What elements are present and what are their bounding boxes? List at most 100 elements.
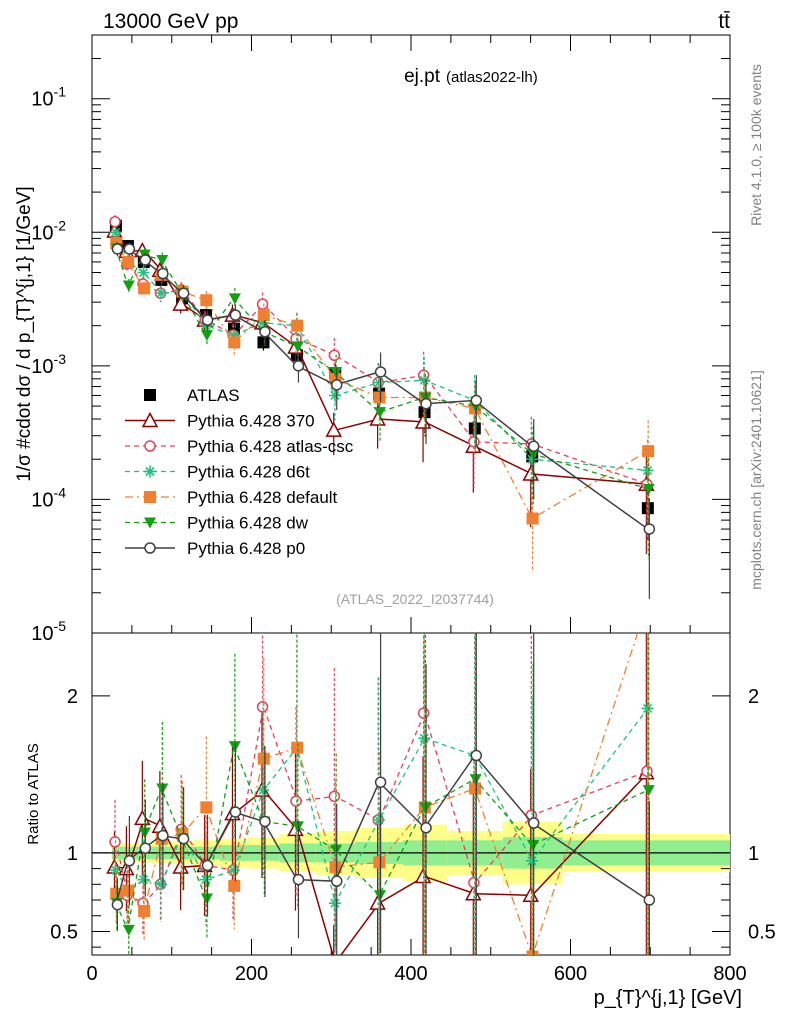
- data-point: [138, 282, 151, 295]
- ratio-data-layer: [106, 633, 656, 955]
- ratio-point: [291, 741, 304, 754]
- y-tick-label: 10-2: [31, 217, 66, 244]
- x-tick-label: 0: [86, 963, 97, 985]
- ratio-point: [470, 749, 483, 762]
- ratio-y-tick-label-left: 1: [67, 843, 78, 865]
- legend-marker: [141, 411, 159, 428]
- legend-marker: [144, 465, 156, 478]
- ratio-point: [330, 875, 343, 887]
- data-point: [527, 440, 540, 453]
- data-point: [374, 366, 387, 378]
- star-stroke: [201, 875, 211, 885]
- energy-label: 13000 GeV pp: [103, 10, 238, 33]
- data-point: [177, 287, 190, 299]
- data-point: [155, 287, 168, 300]
- ratio-point: [259, 815, 271, 828]
- data-point: [123, 243, 136, 255]
- data-point: [139, 254, 152, 266]
- data-point: [201, 314, 214, 326]
- star-stroke: [419, 733, 429, 743]
- star-stroke: [145, 466, 155, 477]
- legend-label: Pythia 6.428 default: [187, 488, 338, 507]
- data-point: [328, 349, 341, 362]
- star-stroke: [111, 227, 121, 237]
- legend-label: Pythia 6.428 atlas-csc: [187, 437, 354, 456]
- legend: ATLAS Pythia 6.428 370 Pythia 6.428 atlas-…: [125, 386, 354, 558]
- ratio-point: [229, 806, 242, 818]
- data-point: [373, 391, 386, 404]
- ratio-point: [139, 842, 152, 854]
- rivet-version-label: Rivet 4.1.0, ≥ 100k events: [748, 64, 764, 226]
- data-point: [157, 267, 169, 280]
- ratio-point: [643, 894, 656, 906]
- main-tick-labels: 10-110-210-310-410-5: [31, 84, 66, 645]
- data-point: [330, 379, 343, 391]
- ratio-point: [525, 854, 538, 867]
- legend-label: Pythia 6.428 370: [187, 412, 315, 431]
- data-point: [228, 336, 241, 349]
- ratio-y-axis-label: Ratio to ATLAS: [25, 743, 42, 844]
- legend-item: Pythia 6.428 default: [125, 488, 338, 507]
- data-point: [156, 255, 169, 267]
- x-tick-label: 400: [394, 963, 427, 985]
- data-point: [642, 483, 655, 495]
- data-point: [325, 421, 342, 437]
- data-point: [257, 336, 270, 349]
- data-point: [526, 512, 539, 525]
- legend-item: Pythia 6.428 p0: [125, 539, 305, 558]
- star-stroke: [374, 815, 384, 825]
- data-point: [111, 243, 124, 255]
- ratio-point: [292, 873, 305, 886]
- data-point: [374, 407, 386, 419]
- legend-item: ATLAS: [144, 386, 240, 405]
- ratio-y-tick-label-left: 0.5: [50, 921, 78, 943]
- x-tick-label: 800: [713, 963, 746, 985]
- legend-marker: [144, 517, 156, 529]
- y-tick-exponent: -2: [54, 217, 67, 233]
- ratio-tick-labels: 0.5 0.5 1 1 2 2 0 200 400 600 800: [50, 686, 776, 985]
- star-stroke: [330, 390, 340, 401]
- y-tick-exponent: -5: [54, 618, 67, 634]
- ratio-y-tick-label-left: 2: [67, 686, 78, 708]
- plot-subtitle: (atlas2022-lh): [446, 69, 538, 86]
- data-point: [172, 295, 189, 311]
- x-tick-label: 200: [235, 963, 268, 985]
- plot-title: ej.pt: [404, 66, 441, 87]
- ratio-point: [641, 765, 653, 777]
- ratio-point: [527, 817, 540, 829]
- data-point: [291, 319, 304, 332]
- ratio-point: [328, 790, 341, 803]
- ratio-point: [418, 732, 431, 745]
- legend-item: Pythia 6.428 d6t: [125, 463, 310, 482]
- ratio-point: [177, 833, 190, 845]
- x-tick-label: 600: [554, 963, 587, 985]
- ratio-series-line: [115, 704, 649, 904]
- legend-label: Pythia 6.428 p0: [187, 539, 305, 558]
- analysis-watermark: (ATLAS_2022_I2037744): [336, 591, 494, 607]
- legend-label: ATLAS: [187, 386, 240, 405]
- data-point: [200, 330, 213, 342]
- data-point: [122, 280, 135, 292]
- ratio-point: [200, 801, 213, 814]
- data-point: [642, 445, 655, 458]
- legend-item: Pythia 6.428 atlas-csc: [125, 437, 354, 456]
- legend-marker: [144, 491, 156, 503]
- x-axis-label: p_{T}^{j,1} [GeV]: [594, 987, 742, 1009]
- star-stroke: [138, 267, 149, 278]
- ratio-point: [201, 859, 214, 872]
- legend-label: Pythia 6.428 d6t: [187, 463, 310, 482]
- y-tick-exponent: -1: [54, 84, 67, 100]
- y-tick-exponent: -4: [54, 484, 67, 500]
- ratio-point: [199, 873, 212, 886]
- series-pythia-6-428-p0: [111, 242, 656, 599]
- data-point: [256, 298, 269, 310]
- data-point: [257, 309, 270, 322]
- y-tick-exponent: -3: [54, 351, 67, 367]
- data-point: [109, 215, 121, 228]
- legend-marker: [144, 389, 156, 401]
- ratio-point: [138, 905, 151, 918]
- legend-item: Pythia 6.428 dw: [125, 514, 309, 533]
- legend-marker: [144, 440, 156, 452]
- data-point: [259, 326, 271, 338]
- ratio-y-tick-label-right: 1: [748, 843, 759, 865]
